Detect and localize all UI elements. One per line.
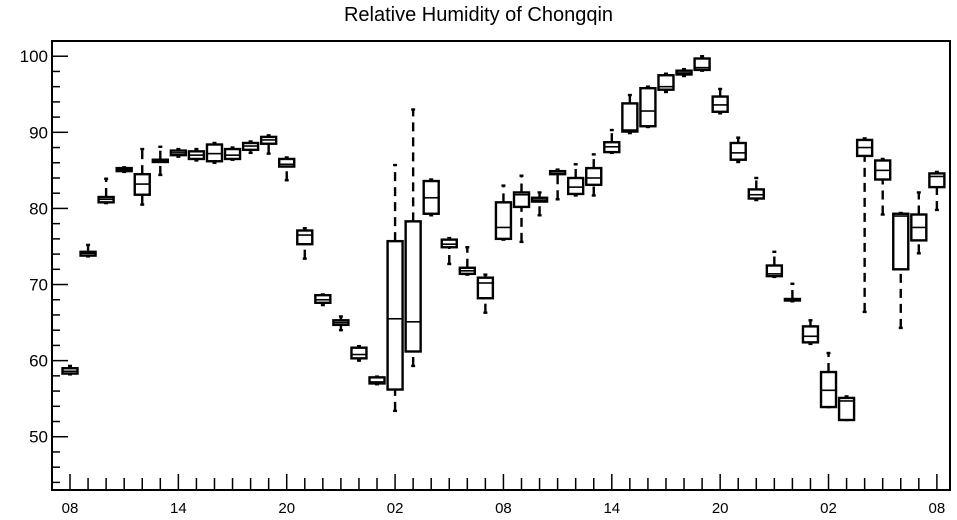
box (115, 166, 133, 174)
box (530, 191, 549, 217)
box (97, 177, 115, 205)
box (79, 243, 97, 258)
box (837, 395, 856, 422)
box (368, 375, 386, 386)
box (548, 168, 567, 201)
box (928, 170, 946, 212)
box (259, 134, 278, 155)
box (404, 108, 422, 368)
box (693, 55, 711, 72)
box-body (566, 176, 585, 196)
box (711, 87, 729, 115)
x-tick-label: 20 (278, 500, 295, 517)
box (892, 211, 910, 330)
x-tick-label: 08 (62, 500, 79, 517)
box (386, 163, 404, 413)
box (801, 319, 820, 346)
box (133, 147, 151, 206)
box-body (639, 86, 657, 128)
box (819, 351, 838, 409)
x-tick-label: 20 (712, 500, 729, 517)
box (621, 93, 639, 135)
y-tick-label: 50 (29, 428, 48, 447)
box-body (657, 74, 675, 91)
box-body (368, 376, 386, 385)
box-body (928, 172, 946, 189)
box-body (476, 276, 495, 300)
box (278, 156, 296, 182)
box (855, 137, 874, 314)
box (585, 153, 603, 197)
box-body (729, 141, 747, 161)
box (187, 147, 206, 162)
box (169, 147, 188, 158)
y-tick-label: 60 (29, 352, 48, 371)
box (910, 191, 928, 255)
x-tick-label: 02 (387, 500, 404, 517)
box-body (278, 157, 296, 168)
box-body (350, 346, 368, 360)
box-body (837, 396, 856, 422)
box-body (801, 325, 820, 344)
box (494, 184, 513, 241)
y-tick-label: 90 (29, 123, 48, 142)
box (440, 236, 458, 266)
box (458, 246, 477, 276)
box-body (765, 264, 784, 278)
box (314, 293, 332, 307)
x-tick-label: 14 (170, 500, 187, 517)
y-tick-label: 80 (29, 199, 48, 218)
y-tick-label: 100 (20, 47, 48, 66)
box-body (223, 147, 242, 161)
y-tick-label: 70 (29, 276, 48, 295)
chart-title: Relative Humidity of Chongqin (343, 4, 614, 26)
box (729, 136, 747, 164)
x-tick-label: 08 (495, 500, 512, 517)
box (241, 140, 260, 155)
box (296, 227, 314, 260)
box (350, 344, 368, 362)
x-axis: 08 14 20 02 08 14 20 02 08 (62, 474, 946, 517)
box-series (61, 55, 946, 422)
box-body (494, 201, 513, 241)
box (639, 85, 657, 129)
box (422, 178, 440, 217)
y-axis: 50 60 70 80 90 100 (20, 47, 68, 484)
box-body (621, 102, 639, 133)
box (151, 145, 170, 177)
box (765, 250, 784, 279)
box (512, 174, 531, 244)
box (603, 128, 621, 155)
box (223, 146, 242, 161)
box (874, 157, 892, 216)
box-body (892, 212, 910, 271)
box (747, 176, 765, 202)
box-body (693, 57, 711, 72)
box (675, 67, 693, 78)
x-tick-label: 08 (929, 500, 946, 517)
x-tick-label: 02 (820, 500, 837, 517)
box (205, 141, 224, 164)
box (61, 364, 79, 376)
box-body (296, 229, 314, 246)
box (332, 315, 350, 332)
x-tick-label: 14 (603, 500, 620, 517)
box (476, 273, 495, 314)
box-body (386, 239, 404, 391)
box-body (585, 166, 603, 187)
box-body (512, 191, 531, 209)
plot-frame (51, 40, 951, 491)
box-body (404, 220, 422, 353)
box (566, 163, 585, 197)
box (783, 282, 802, 303)
box (657, 72, 675, 94)
